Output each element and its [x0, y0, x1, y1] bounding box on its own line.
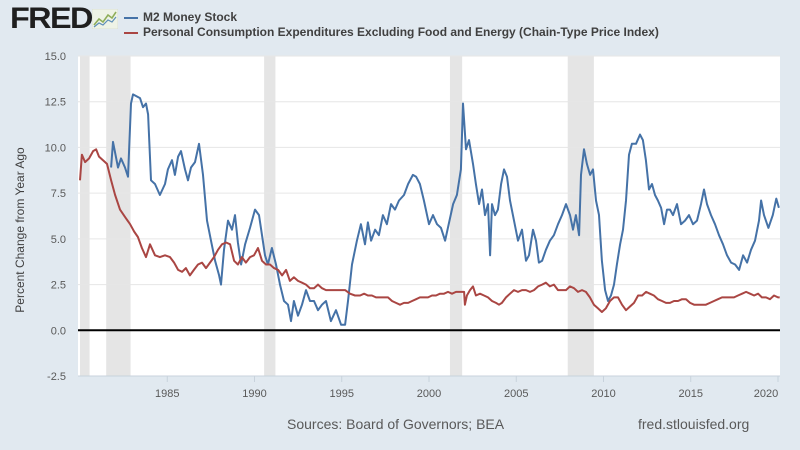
- line-graph-icon: [91, 9, 118, 29]
- fred-logo[interactable]: FRED: [10, 4, 118, 34]
- y-tick-label: 0.0: [51, 325, 66, 337]
- legend-item-pce[interactable]: Personal Consumption Expenditures Exclud…: [124, 25, 659, 40]
- legend-item-m2[interactable]: M2 Money Stock: [124, 10, 659, 25]
- x-tick-label: 2005: [504, 388, 528, 400]
- recession-band: [449, 56, 463, 376]
- y-tick-label: 2.5: [51, 280, 66, 292]
- y-tick-label: 7.5: [51, 188, 66, 200]
- x-tick-label: 1995: [330, 388, 354, 400]
- y-tick-label: 10.0: [45, 142, 66, 154]
- y-tick-label: -2.5: [47, 371, 66, 383]
- plot-area: [78, 56, 780, 376]
- x-tick-label: 2020: [754, 388, 778, 400]
- fred-logo-text: FRED: [10, 2, 93, 35]
- legend-label-m2: M2 Money Stock: [143, 10, 238, 24]
- legend-label-pce: Personal Consumption Expenditures Exclud…: [143, 25, 659, 39]
- series-line-pce: [79, 148, 780, 313]
- y-tick-label: 5.0: [51, 234, 66, 246]
- series-line-m2: [110, 93, 780, 326]
- recession-band: [106, 56, 131, 376]
- x-tick-label: 1990: [242, 388, 266, 400]
- x-tick-label: 1985: [155, 388, 179, 400]
- legend-swatch-m2: [124, 16, 138, 19]
- recession-band: [264, 56, 276, 376]
- x-tick-label: 2010: [591, 388, 615, 400]
- fred-url-link[interactable]: fred.stlouisfed.org: [638, 416, 750, 432]
- sources-text: Sources: Board of Governors; BEA: [287, 416, 505, 432]
- recession-band: [567, 56, 594, 376]
- y-tick-label: 15.0: [45, 51, 66, 63]
- recession-band: [80, 56, 90, 376]
- x-tick-label: 2015: [679, 388, 703, 400]
- legend-swatch-pce: [124, 31, 138, 34]
- x-tick-label: 2000: [417, 388, 441, 400]
- chart-legend: M2 Money Stock Personal Consumption Expe…: [124, 10, 659, 40]
- y-tick-label: 12.5: [45, 97, 66, 109]
